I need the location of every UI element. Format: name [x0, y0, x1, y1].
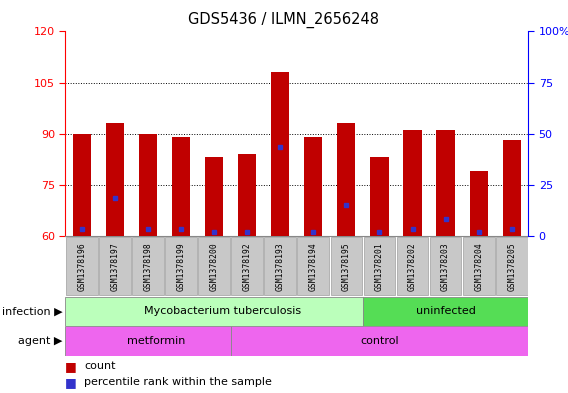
Text: GSM1378203: GSM1378203 [441, 242, 450, 291]
Text: GDS5436 / ILMN_2656248: GDS5436 / ILMN_2656248 [189, 11, 379, 28]
Text: count: count [84, 361, 115, 371]
Bar [238, 154, 256, 236]
FancyBboxPatch shape [463, 237, 495, 296]
Text: agent ▶: agent ▶ [18, 336, 62, 346]
Text: infection ▶: infection ▶ [2, 307, 62, 316]
Bar [503, 140, 521, 236]
FancyBboxPatch shape [198, 237, 230, 296]
Text: GSM1378194: GSM1378194 [309, 242, 318, 291]
Bar [403, 130, 421, 236]
Bar [172, 137, 190, 236]
FancyBboxPatch shape [430, 237, 461, 296]
Bar [337, 123, 356, 236]
FancyBboxPatch shape [231, 326, 528, 356]
FancyBboxPatch shape [264, 237, 296, 296]
FancyBboxPatch shape [165, 237, 197, 296]
FancyBboxPatch shape [99, 237, 131, 296]
FancyBboxPatch shape [231, 237, 263, 296]
Text: GSM1378202: GSM1378202 [408, 242, 417, 291]
Text: GSM1378195: GSM1378195 [342, 242, 351, 291]
Text: GSM1378196: GSM1378196 [77, 242, 86, 291]
Text: ■: ■ [65, 376, 77, 389]
Text: GSM1378193: GSM1378193 [275, 242, 285, 291]
Text: control: control [360, 336, 399, 346]
FancyBboxPatch shape [396, 237, 428, 296]
Text: GSM1378201: GSM1378201 [375, 242, 384, 291]
Bar [106, 123, 124, 236]
Text: uninfected: uninfected [416, 307, 475, 316]
Bar [470, 171, 488, 236]
FancyBboxPatch shape [363, 297, 528, 326]
Bar [205, 158, 223, 236]
FancyBboxPatch shape [132, 237, 164, 296]
Bar [139, 134, 157, 236]
Text: GSM1378204: GSM1378204 [474, 242, 483, 291]
FancyBboxPatch shape [496, 237, 528, 296]
Text: Mycobacterium tuberculosis: Mycobacterium tuberculosis [144, 307, 301, 316]
FancyBboxPatch shape [364, 237, 395, 296]
Bar [436, 130, 454, 236]
FancyBboxPatch shape [331, 237, 362, 296]
FancyBboxPatch shape [65, 326, 231, 356]
Bar [304, 137, 323, 236]
Text: GSM1378198: GSM1378198 [144, 242, 152, 291]
Bar [370, 158, 389, 236]
Text: GSM1378197: GSM1378197 [110, 242, 119, 291]
Bar [73, 134, 91, 236]
Text: GSM1378199: GSM1378199 [177, 242, 186, 291]
FancyBboxPatch shape [298, 237, 329, 296]
Bar [271, 72, 289, 236]
Text: GSM1378205: GSM1378205 [507, 242, 516, 291]
Text: ■: ■ [65, 360, 77, 373]
Text: GSM1378192: GSM1378192 [243, 242, 252, 291]
FancyBboxPatch shape [66, 237, 98, 296]
FancyBboxPatch shape [65, 297, 363, 326]
Text: metformin: metformin [127, 336, 185, 346]
Text: percentile rank within the sample: percentile rank within the sample [84, 377, 272, 387]
Text: GSM1378200: GSM1378200 [210, 242, 219, 291]
